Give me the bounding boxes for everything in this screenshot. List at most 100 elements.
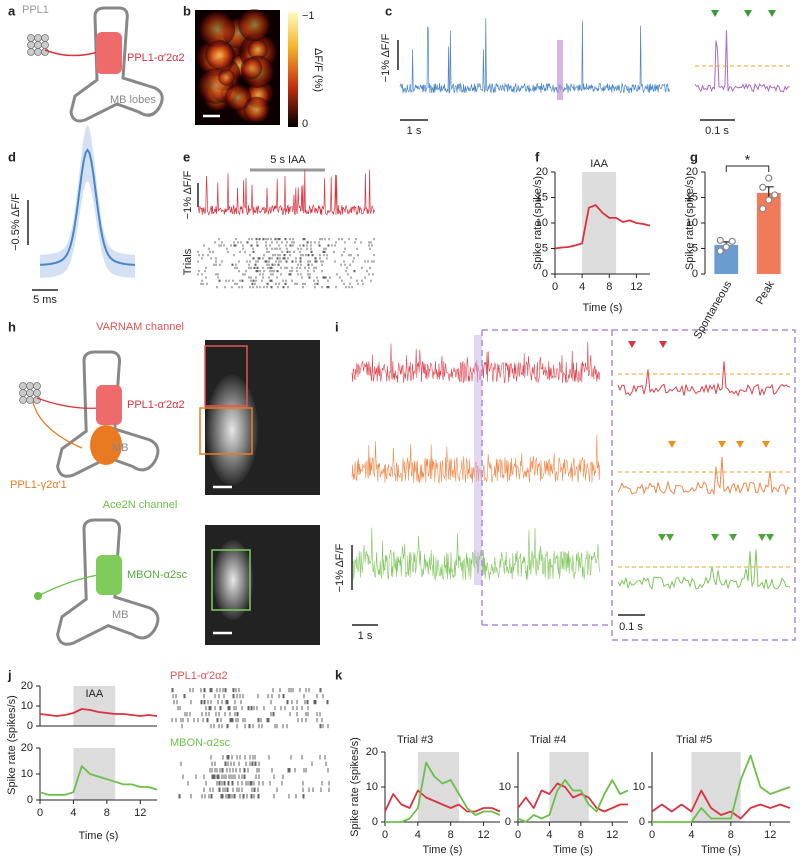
x-tick-label: 0	[649, 829, 655, 841]
y-axis-label: Spike rate (spikes/s)	[349, 737, 361, 837]
spike-marker	[736, 441, 744, 448]
y-tick-label: 10	[536, 217, 548, 229]
stimulus-shade	[73, 748, 116, 800]
y-axis-label: Spike rate (spike/s)	[532, 176, 544, 270]
highlight	[474, 335, 482, 585]
spike-marker	[762, 441, 770, 448]
y-tick-label: 10	[686, 217, 698, 229]
mb-outline	[56, 518, 160, 646]
raster-row	[173, 700, 329, 705]
roi-box	[199, 407, 253, 455]
trace	[197, 169, 375, 216]
y-tick-label: 0	[505, 816, 511, 828]
label: −1	[302, 10, 315, 22]
spike-marker	[659, 341, 667, 348]
y-tick-label: 20	[686, 166, 698, 178]
x-tick-label: 0	[382, 829, 388, 841]
y-tick-label: 15	[686, 191, 698, 203]
data-point	[765, 174, 773, 182]
cell-body	[26, 382, 34, 390]
x-tick-label: 4	[579, 281, 585, 293]
raster-row	[198, 270, 368, 273]
series-line	[517, 782, 628, 813]
stimulus-shade	[582, 172, 617, 274]
cell-body	[41, 48, 49, 56]
spike-marker	[768, 10, 776, 17]
x-tick-label: 4	[688, 829, 694, 841]
heat-blob	[218, 69, 235, 86]
panel-letter: h	[8, 319, 16, 334]
data-point	[716, 236, 724, 244]
series-line	[554, 204, 651, 250]
x-tick-label: 8	[728, 829, 734, 841]
image-glow	[206, 375, 258, 485]
label: 1 s	[358, 630, 373, 642]
label: ΔF/F (%)	[312, 48, 324, 92]
cell-body	[34, 592, 42, 600]
spike-marker	[744, 10, 752, 17]
confidence-band	[40, 125, 135, 278]
y-tick-label: 10	[366, 781, 378, 793]
label: PPL1	[22, 4, 49, 16]
chart-title: Trial #5	[676, 734, 712, 746]
raster-row	[201, 257, 355, 260]
cell-body	[33, 396, 41, 404]
x-tick-label: 4	[70, 807, 76, 819]
stimulus-shade	[549, 752, 589, 822]
series-line	[39, 765, 158, 796]
label: PPL1-α′2α2	[127, 399, 185, 411]
raster-row	[200, 282, 364, 286]
x-tick-label: 8	[104, 807, 110, 819]
heat-blob	[199, 11, 236, 48]
x-axis-label: Time (s)	[423, 844, 463, 856]
heat-blob	[240, 57, 263, 79]
trace	[694, 30, 790, 93]
x-tick-label: 12	[606, 829, 618, 841]
heat-blob	[238, 9, 271, 42]
raster-row	[184, 712, 321, 717]
spike-marker	[628, 341, 636, 348]
y-tick-label: 20	[21, 742, 33, 754]
panel-letter: f	[535, 149, 540, 164]
highlight	[557, 40, 563, 100]
raster-row	[203, 244, 373, 247]
raster-row	[182, 774, 284, 780]
label: 5 ms	[33, 294, 57, 306]
y-tick-label: 0	[639, 816, 645, 828]
trace	[617, 456, 791, 496]
trace	[399, 18, 670, 94]
data-point	[716, 247, 724, 255]
heat-blob	[205, 40, 235, 70]
y-tick-label: 20	[366, 746, 378, 758]
y-tick-label: 0	[542, 268, 548, 280]
raster-row	[171, 718, 323, 723]
x-tick-label: 12	[630, 281, 642, 293]
cell-body	[34, 48, 42, 56]
series-line	[385, 761, 501, 823]
x-tick-label: 8	[448, 829, 454, 841]
y-tick-label: 5	[542, 242, 548, 254]
label: 5 s IAA	[270, 154, 306, 166]
cell-body	[34, 34, 42, 42]
heat-blob	[247, 39, 268, 60]
raster-row	[205, 276, 366, 279]
cell-body	[27, 41, 35, 49]
spike-marker	[758, 534, 766, 541]
label: −1% ΔF/F	[380, 33, 392, 82]
series-line	[384, 789, 501, 813]
y-axis-label: Spike rate (spikes/s)	[6, 695, 18, 795]
axon	[39, 574, 99, 596]
raster-row	[197, 250, 345, 254]
raster-row	[181, 724, 329, 729]
neuron-innervation	[96, 555, 122, 595]
label: Trials	[182, 248, 194, 275]
axon	[32, 401, 83, 449]
roi-box	[211, 549, 251, 611]
raster-row	[198, 254, 375, 257]
raster-row	[214, 241, 372, 244]
raster-row	[201, 279, 372, 282]
raster-row	[172, 694, 324, 699]
mb-outline	[69, 6, 164, 123]
y-tick-label: 0	[692, 268, 698, 280]
chart-title: Trial #3	[397, 734, 433, 746]
